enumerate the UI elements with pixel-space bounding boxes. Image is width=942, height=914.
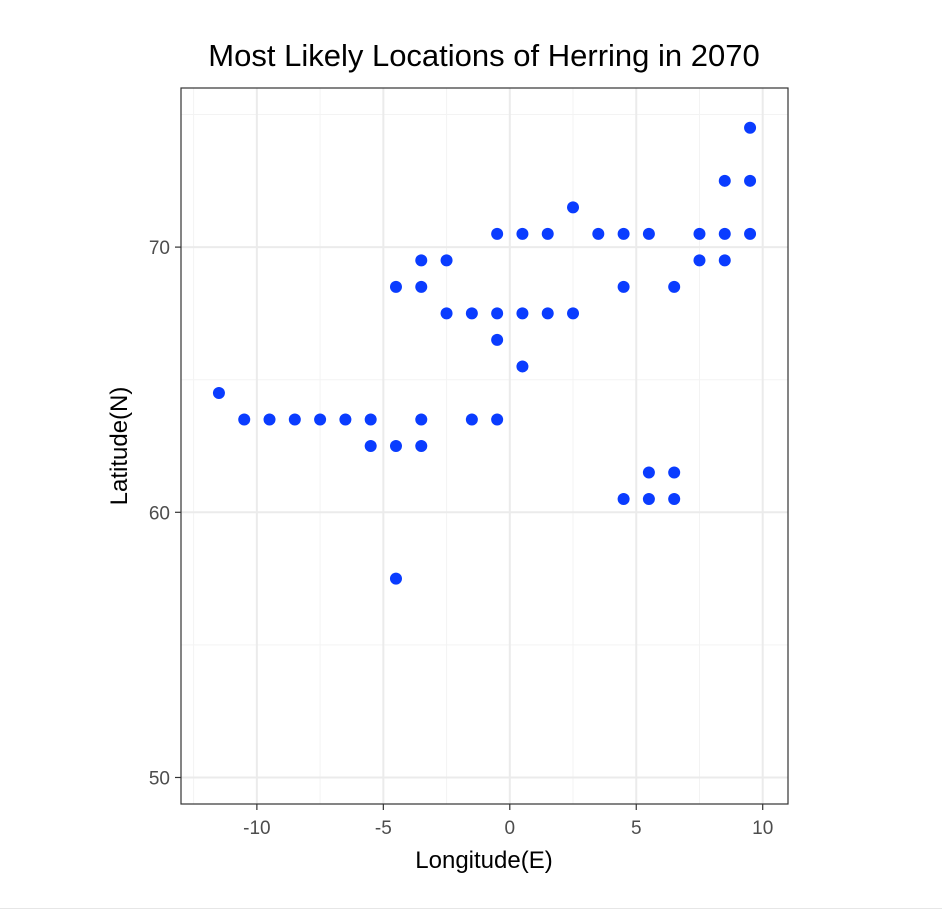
data-point: [212, 386, 225, 399]
data-point: [516, 307, 529, 320]
ticks-layer: -10 -5 0 5 10 50 60 70: [149, 238, 773, 839]
data-point: [415, 254, 428, 267]
data-point: [491, 333, 504, 346]
data-point: [541, 307, 554, 320]
chart-title: Most Likely Locations of Herring in 2070: [208, 38, 759, 73]
data-point: [693, 254, 706, 267]
grid-layer: [181, 88, 788, 804]
x-tick-label: -5: [375, 818, 392, 839]
x-tick-label: 0: [505, 818, 516, 839]
data-point: [592, 227, 605, 240]
data-point: [668, 493, 681, 506]
data-point: [718, 174, 731, 187]
y-tick-label: 50: [149, 768, 170, 789]
data-point: [541, 227, 554, 240]
data-point: [642, 466, 655, 479]
data-point: [238, 413, 251, 426]
data-point: [668, 280, 681, 293]
data-point: [744, 174, 757, 187]
x-tick-label: -10: [243, 818, 270, 839]
data-point: [718, 227, 731, 240]
data-point: [440, 307, 453, 320]
x-axis-label: Longitude(E): [415, 847, 552, 874]
data-point: [668, 466, 681, 479]
x-tick-label: 5: [631, 818, 642, 839]
data-point: [567, 307, 580, 320]
data-point: [567, 201, 580, 214]
data-point: [415, 280, 428, 293]
data-point: [617, 227, 630, 240]
data-point: [389, 280, 402, 293]
data-point: [693, 227, 706, 240]
data-point: [718, 254, 731, 267]
y-tick-label: 70: [149, 238, 170, 259]
data-point: [364, 440, 377, 452]
data-point: [440, 254, 453, 267]
data-point: [389, 440, 402, 452]
data-point: [339, 413, 352, 426]
data-point: [744, 227, 757, 240]
data-point: [364, 413, 377, 426]
data-point: [617, 493, 630, 506]
points-layer: [212, 121, 757, 585]
data-point: [314, 413, 327, 426]
data-point: [465, 307, 478, 320]
data-point: [465, 413, 478, 426]
data-point: [642, 227, 655, 240]
data-point: [744, 121, 757, 134]
x-tick-label: 10: [752, 818, 773, 839]
data-point: [516, 360, 529, 373]
data-point: [516, 227, 529, 240]
panel-border: [180, 87, 789, 805]
data-point: [389, 572, 402, 585]
y-axis-label: Latitude(N): [106, 387, 133, 506]
data-point: [263, 413, 276, 426]
data-point: [491, 227, 504, 240]
data-point: [617, 280, 630, 293]
bottom-divider: [0, 908, 942, 909]
data-point: [491, 413, 504, 426]
data-point: [288, 413, 301, 426]
data-point: [415, 413, 428, 426]
data-point: [491, 307, 504, 320]
data-point: [415, 440, 428, 452]
data-point: [642, 493, 655, 506]
y-tick-label: 60: [149, 503, 170, 524]
